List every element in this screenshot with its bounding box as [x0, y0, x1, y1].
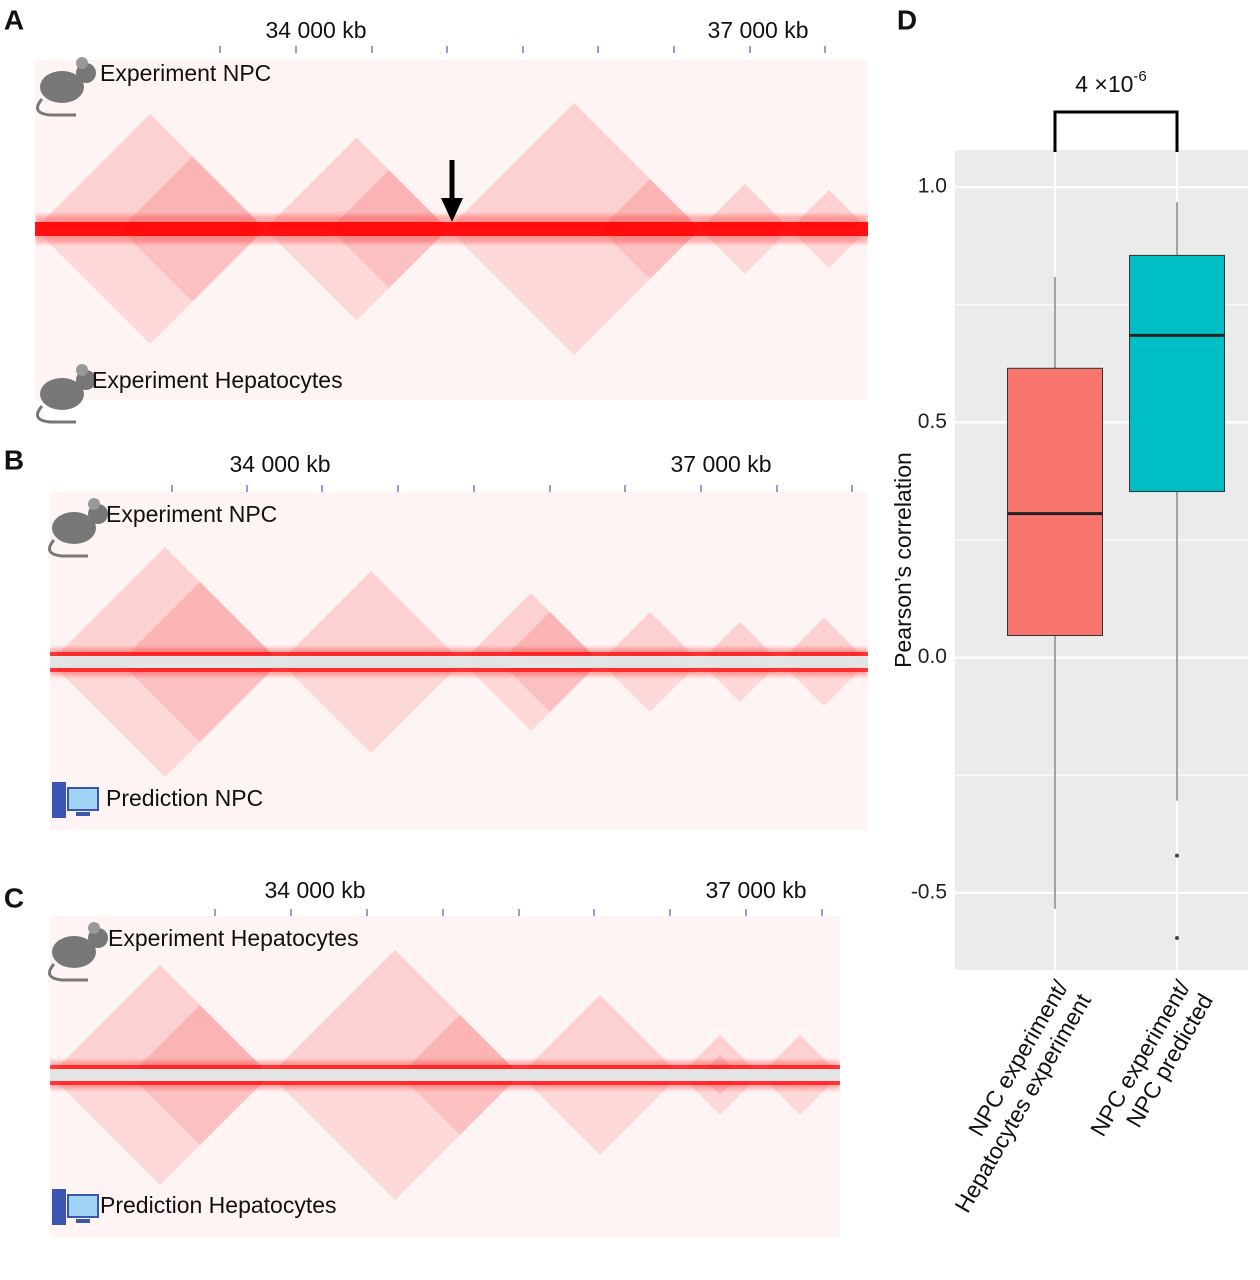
tad-domain	[120, 662, 280, 742]
mouse-icon	[52, 512, 96, 544]
tad-domain	[120, 582, 280, 662]
mouse-icon	[36, 98, 76, 117]
tad-domain	[35, 114, 265, 229]
coord-label: 37 000 kb	[670, 451, 771, 477]
mouse-icon	[52, 936, 96, 968]
arrow-head	[441, 198, 463, 222]
outlier	[1175, 936, 1179, 941]
panel-letter: C	[4, 882, 24, 913]
panel-letter: D	[897, 4, 917, 35]
mouse-icon	[76, 364, 88, 376]
x-tick-label: NPC experiment/NPC predicted	[1085, 975, 1218, 1153]
mouse-icon	[88, 922, 100, 934]
map-label: Prediction Hepatocytes	[100, 1192, 337, 1218]
p-exponent: -6	[1133, 68, 1146, 85]
computer-icon	[67, 787, 99, 811]
tad-domain	[50, 965, 270, 1075]
tad-domain	[50, 547, 280, 662]
tad-domain	[330, 170, 448, 229]
box	[1007, 367, 1103, 637]
mouse-icon	[76, 57, 88, 69]
significance-bracket	[1053, 110, 1179, 152]
tad-domain	[120, 229, 265, 302]
coord-label: 34 000 kb	[265, 17, 366, 43]
map-label: Experiment NPC	[106, 501, 277, 527]
coord-label: 37 000 kb	[705, 877, 806, 903]
y-tick-label: 0.5	[918, 410, 947, 433]
diagonal-band	[35, 222, 868, 236]
hic-panel: B 34 000 kb 37 000 kb Experiment NPC Predict…	[4, 444, 868, 830]
tad-domain	[280, 662, 462, 753]
map-label: Experiment Hepatocytes	[108, 925, 359, 951]
significance-label: 4 ×10-6	[1075, 68, 1147, 97]
tad-domain	[448, 103, 700, 229]
tad-domain	[270, 1075, 520, 1200]
map-label: Prediction NPC	[106, 785, 263, 811]
mouse-icon	[36, 405, 76, 424]
x-tick-label: NPC experiment/Hepatocytes experiment	[927, 975, 1097, 1217]
tad-domain	[448, 229, 700, 355]
tad-domain	[400, 1015, 520, 1075]
tad-domain	[462, 662, 600, 731]
tad-domain	[520, 995, 680, 1075]
outlier	[1175, 853, 1179, 858]
mouse-icon	[88, 498, 100, 510]
tad-domain	[280, 571, 462, 662]
tad-domain	[330, 229, 448, 288]
tad-domain	[400, 1075, 520, 1135]
coord-label: 34 000 kb	[264, 877, 365, 903]
tad-domain	[35, 229, 265, 344]
map-label: Experiment NPC	[100, 60, 271, 86]
mouse-icon	[40, 71, 84, 103]
y-tick-label: -0.5	[911, 880, 947, 903]
diagonal-gap	[50, 656, 868, 668]
mouse-icon	[48, 539, 88, 558]
mouse-icon	[48, 963, 88, 982]
hic-panel: C 34 000 kb 37 000 kb Experiment Hepatocyte…	[4, 877, 840, 1237]
diagonal-gap	[50, 1069, 840, 1081]
computer-icon	[52, 1189, 66, 1225]
tad-domain	[50, 662, 280, 777]
tad-domain	[520, 1075, 680, 1155]
tad-domain	[120, 156, 265, 229]
mouse-icon	[40, 378, 84, 410]
coord-label: 34 000 kb	[229, 451, 330, 477]
tad-domain	[50, 1075, 270, 1185]
computer-icon	[76, 1219, 90, 1223]
heatmap	[35, 103, 868, 355]
heatmap	[50, 547, 868, 777]
panel-letter: B	[4, 444, 24, 475]
y-axis-label: Pearson’s correlation	[890, 452, 916, 668]
computer-icon	[76, 812, 90, 816]
tad-domain	[462, 593, 600, 662]
heatmap	[50, 950, 840, 1200]
tad-domain	[270, 950, 520, 1075]
panel-letter: A	[4, 4, 24, 35]
coord-label: 37 000 kb	[707, 17, 808, 43]
tad-domain	[265, 229, 448, 321]
computer-icon	[52, 782, 66, 818]
map-label: Experiment Hepatocytes	[92, 367, 343, 393]
box	[1129, 254, 1225, 493]
tad-domain	[130, 1075, 270, 1145]
p-value: 4 ×10	[1075, 71, 1133, 97]
y-tick-label: 1.0	[918, 175, 947, 198]
computer-icon	[67, 1194, 99, 1218]
tad-domain	[130, 1005, 270, 1075]
y-tick-label: 0.0	[918, 645, 947, 668]
hic-panel: A 34 000 kb 37 000 kb Experiment NPC Experim…	[4, 4, 868, 424]
tad-domain	[265, 137, 448, 229]
